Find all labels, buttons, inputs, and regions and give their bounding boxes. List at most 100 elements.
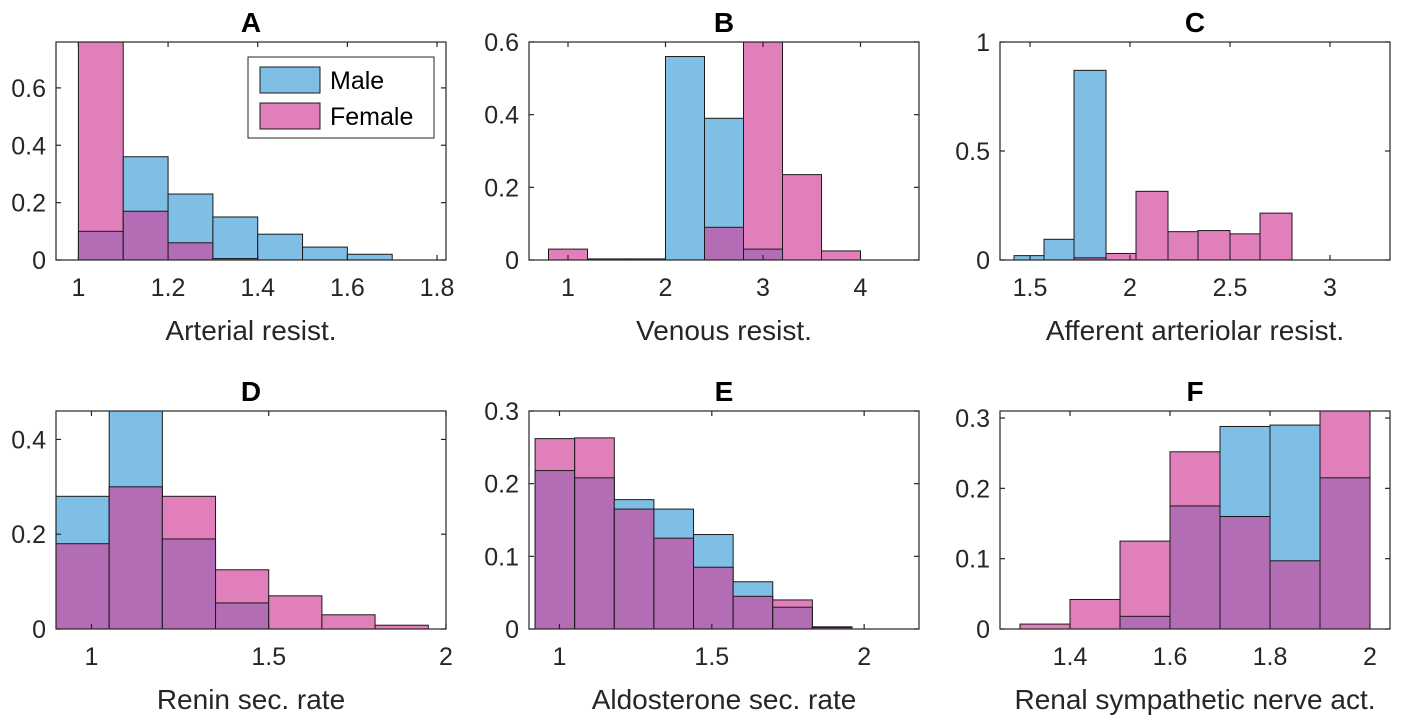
x-axis-label: Venous resist. [636,315,812,346]
bar-overlap [1269,560,1321,630]
bar-overlap [613,508,655,630]
x-tick-label: 2 [1363,643,1377,671]
x-tick-label: 4 [854,274,868,302]
panel-title: D [241,376,261,407]
y-tick-label: 0 [976,247,990,275]
x-tick-label: 3 [1323,274,1337,302]
y-tick-label: 0 [976,616,990,644]
bar-overlap [704,226,744,261]
bar-overlap [108,486,163,630]
axes-box [528,41,920,261]
bar-female [1259,212,1293,261]
bar-overlap [693,566,734,630]
bar-female [1105,252,1137,261]
bar-female [743,41,783,261]
y-tick-label: 0 [32,616,46,644]
y-tick-label: 0.2 [11,521,46,549]
bar-female [1197,230,1231,261]
bar-male [1013,255,1045,261]
x-tick-label: 1.6 [330,274,365,302]
bar-overlap [55,543,110,630]
y-tick-label: 0.4 [11,132,46,160]
bar-overlap [161,538,217,630]
bar-female [1135,190,1169,261]
bar-overlap [534,470,576,630]
x-tick-label: 1.8 [420,274,455,302]
y-tick-label: 0.1 [955,546,990,574]
panel-a: 1 1.2 1.4 1.6 1.8 0 0.2 0.4 0.6 A Arterial resist. [11,7,454,346]
x-tick-label: 2 [659,274,673,302]
panel-title: F [1186,376,1203,407]
bar-male [212,216,259,261]
bar-male [257,233,304,261]
bar-overlap [1169,505,1221,630]
panel-title: A [241,7,261,38]
y-tick-label: 0.3 [484,398,519,426]
legend-swatch-female [259,102,321,130]
y-tick-label: 0 [32,247,46,275]
y-tick-label: 0 [505,616,519,644]
x-tick-label: 1.6 [1153,643,1188,671]
bar-overlap [732,595,774,630]
x-tick-label: 1.5 [694,643,729,671]
x-tick-label: 2 [1123,274,1137,302]
y-tick-label: 0 [505,247,519,275]
y-tick-label: 0.2 [955,475,990,503]
x-tick-label: 1 [561,274,575,302]
y-tick-label: 0.6 [11,75,46,103]
bar-overlap [1119,615,1171,630]
x-tick-label: 1.5 [1013,274,1048,302]
x-tick-label: 1 [71,274,85,302]
bar-female [77,41,124,261]
x-tick-label: 3 [756,274,770,302]
y-tick-label: 0.2 [484,174,519,202]
y-tick-label: 0.3 [955,405,990,433]
bar-male [346,253,393,261]
bar-male [302,246,348,261]
x-tick-label: 1.4 [240,274,275,302]
axes-box [55,410,447,630]
bar-overlap [1319,477,1371,630]
bar-male [1073,69,1107,261]
y-tick-label: 0.5 [955,138,990,166]
x-axis-label: Aldosterone sec. rate [592,684,857,715]
bar-female [1019,623,1071,630]
bar-overlap [574,477,615,630]
bar-overlap [122,210,169,261]
y-tick-label: 1 [976,29,990,57]
bar-male [665,56,705,261]
x-tick-label: 1.5 [251,643,286,671]
bar-overlap [77,230,124,261]
bar-female [321,614,376,630]
x-tick-label: 1.2 [151,274,186,302]
axes-box [528,410,920,630]
axes-box [999,410,1391,630]
x-tick-label: 1 [85,643,99,671]
y-tick-label: 0.6 [484,29,519,57]
x-tick-label: 2.5 [1213,274,1248,302]
bar-female [1119,540,1171,630]
legend: Male Female [247,56,435,139]
panel-f: 1.4 1.6 1.8 2 0 0.1 0.2 0.3 F Renal sympathetic n… [955,376,1391,715]
bar-overlap [167,242,214,261]
panel-d: 1 1.5 2 0 0.2 0.4 D Renin sec. rate [11,376,453,715]
x-tick-label: 2 [857,643,871,671]
bar-overlap [215,602,270,630]
bar-female [782,174,822,261]
bar-female [1167,231,1199,261]
panel-title: B [714,7,734,38]
legend-label-female: Female [330,103,413,131]
y-tick-label: 0.4 [11,426,46,454]
panel-c: 1.5 2 2.5 3 0 0.5 1 C Afferent arteriolar resist… [955,7,1391,346]
x-tick-label: 2 [439,643,453,671]
y-tick-label: 0.4 [484,102,519,130]
x-axis-label: Arterial resist. [165,315,336,346]
bar-overlap [653,537,695,630]
axes-box [55,41,447,261]
bar-female [1069,598,1121,630]
panel-e: 1 1.5 2 0 0.1 0.2 0.3 E Aldosterone sec. rate [484,376,920,715]
panel-title: C [1185,7,1205,38]
legend-label-male: Male [330,67,384,95]
bar-overlap [772,606,813,630]
